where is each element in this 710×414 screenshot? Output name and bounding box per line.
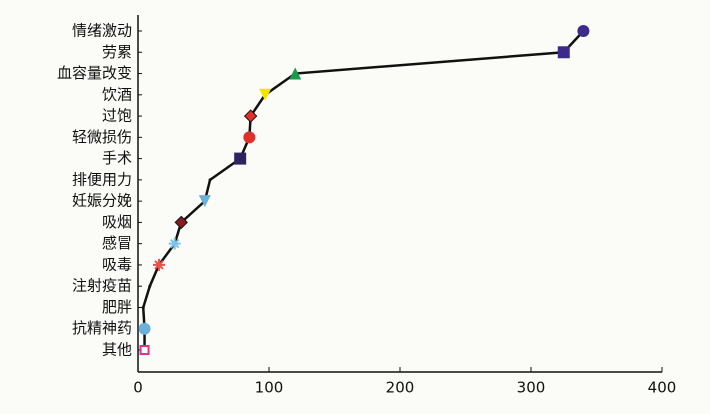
marker bbox=[148, 284, 152, 288]
y-tick-label: 注射疫苗 bbox=[72, 277, 132, 295]
line bbox=[141, 30, 585, 350]
marker bbox=[289, 67, 302, 80]
x-tick-label: 400 bbox=[648, 379, 677, 397]
marker bbox=[208, 178, 212, 182]
y-tick-label: 情绪激动 bbox=[72, 22, 132, 40]
y-tick-label: 吸毒 bbox=[102, 255, 132, 273]
x-tick-label: 300 bbox=[517, 379, 546, 397]
y-tick-label: 手术 bbox=[102, 149, 132, 167]
marker bbox=[243, 131, 256, 144]
y-tick-label: 过饱 bbox=[102, 107, 132, 125]
marker bbox=[174, 215, 188, 230]
x-tick-label: 100 bbox=[255, 379, 284, 397]
marker bbox=[139, 345, 150, 355]
x-tick-label: 200 bbox=[386, 379, 415, 397]
y-tick-label: 妊娠分娩 bbox=[72, 192, 132, 210]
marker bbox=[577, 25, 590, 37]
marker bbox=[152, 258, 165, 271]
marker bbox=[198, 195, 211, 208]
y-tick-label: 排便用力 bbox=[72, 170, 132, 188]
y-tick-label: 感冒 bbox=[102, 234, 132, 252]
marker bbox=[138, 322, 151, 335]
y-tick-label: 劳累 bbox=[102, 43, 132, 61]
marker bbox=[234, 152, 247, 165]
y-tick-label: 饮酒 bbox=[102, 85, 132, 103]
marker bbox=[557, 46, 570, 59]
marker bbox=[259, 88, 272, 101]
y-tick-label: 吸烟 bbox=[102, 213, 132, 231]
y-tick-label: 抗精神药 bbox=[72, 319, 132, 337]
marker bbox=[141, 305, 145, 309]
x-tick-label: 0 bbox=[133, 379, 143, 397]
y-tick-label: 其他 bbox=[102, 341, 132, 359]
marker bbox=[243, 109, 258, 123]
y-tick-label: 血容量改变 bbox=[57, 64, 132, 82]
y-tick-label: 肥胖 bbox=[102, 298, 132, 316]
marker bbox=[168, 237, 181, 250]
y-tick-label: 轻微损伤 bbox=[72, 128, 132, 146]
